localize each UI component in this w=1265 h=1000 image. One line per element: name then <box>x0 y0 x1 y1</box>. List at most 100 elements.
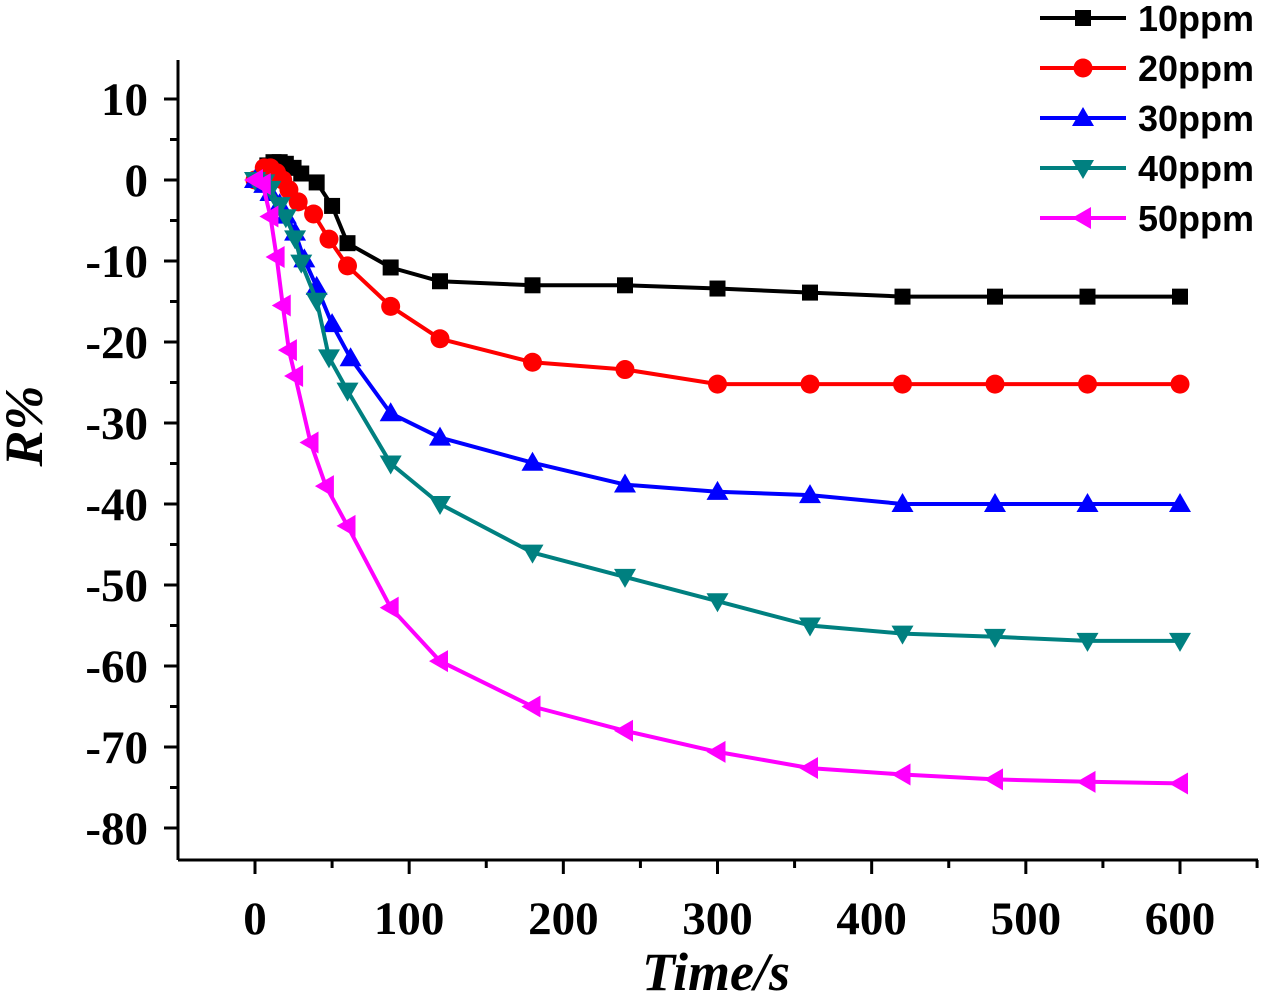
data-point <box>891 625 914 645</box>
data-point <box>1169 493 1191 512</box>
data-point <box>987 288 1003 305</box>
data-point <box>1076 632 1099 652</box>
data-point <box>324 197 341 214</box>
data-point <box>524 277 541 294</box>
legend-label: 50ppm <box>1138 198 1254 239</box>
series-line <box>254 178 1180 506</box>
legend-marker <box>1075 10 1091 26</box>
data-point <box>379 455 402 475</box>
data-point <box>379 596 399 619</box>
data-point <box>299 431 319 454</box>
data-point <box>984 493 1006 512</box>
y-tick-label: -40 <box>85 479 148 531</box>
data-point <box>336 382 359 402</box>
data-point <box>304 204 324 224</box>
data-point <box>314 475 334 498</box>
data-point <box>274 209 297 229</box>
data-point <box>290 254 313 274</box>
data-point <box>706 480 729 500</box>
series-line <box>254 178 1181 786</box>
data-point <box>339 235 356 252</box>
data-point <box>614 719 633 742</box>
data-point <box>268 197 291 217</box>
data-point <box>1169 772 1188 795</box>
data-point <box>985 374 1005 394</box>
data-point <box>382 259 399 276</box>
data-point <box>1079 288 1096 305</box>
data-point <box>319 229 339 249</box>
data-point <box>706 593 729 613</box>
axes: 0 100 200 300 400 500 600100-10-20-30-40-50-60… <box>85 60 1259 945</box>
data-point <box>1078 374 1097 394</box>
legend-label: 10ppm <box>1138 0 1254 39</box>
data-point <box>891 763 911 786</box>
data-point <box>802 284 818 301</box>
y-tick-label: 10 <box>101 74 148 126</box>
data-point <box>429 650 448 673</box>
data-point <box>1169 632 1191 652</box>
data-point <box>1170 374 1190 394</box>
series-line <box>253 165 1180 387</box>
data-point <box>318 349 340 369</box>
x-tick-label: 0 <box>243 893 267 945</box>
legend-marker <box>1073 58 1093 78</box>
data-point <box>339 347 362 367</box>
legend-item: 10ppm <box>1040 0 1254 39</box>
legend-label: 40ppm <box>1138 148 1254 189</box>
data-point <box>708 374 727 394</box>
series-50ppm <box>244 169 1188 795</box>
data-point <box>430 329 450 349</box>
data-point <box>1076 493 1099 512</box>
x-tick-label: 400 <box>836 893 907 945</box>
legend-marker <box>1072 207 1091 229</box>
y-tick-label: -10 <box>85 236 148 288</box>
data-point <box>284 230 307 250</box>
series-20ppm <box>245 158 1190 394</box>
legend-label: 30ppm <box>1138 98 1254 139</box>
data-point <box>1172 288 1188 305</box>
data-point <box>521 451 544 471</box>
data-point <box>429 496 451 515</box>
data-point <box>305 292 328 312</box>
x-tick-label: 300 <box>682 893 753 945</box>
data-point <box>614 473 636 493</box>
data-point <box>893 374 912 394</box>
data-point <box>271 294 291 317</box>
y-tick-label: -30 <box>85 398 148 450</box>
series-line <box>253 160 1180 299</box>
data-point <box>615 360 635 380</box>
data-point <box>265 245 285 268</box>
y-tick-label: -20 <box>85 317 148 369</box>
legend-item: 50ppm <box>1040 198 1254 239</box>
data-point <box>521 695 541 718</box>
data-point <box>706 740 726 763</box>
data-point <box>321 313 344 333</box>
legend: 10ppm 20ppm 30ppm 40ppm 50ppm <box>1040 0 1254 239</box>
data-point <box>284 365 304 388</box>
data-point <box>259 205 279 228</box>
legend-label: 20ppm <box>1138 48 1254 89</box>
data-point <box>429 426 451 446</box>
data-point <box>799 484 821 504</box>
y-tick-label: -80 <box>85 803 148 855</box>
data-point <box>432 273 448 290</box>
legend-item: 30ppm <box>1040 98 1254 139</box>
x-tick-label: 100 <box>374 893 445 945</box>
data-point <box>984 768 1003 791</box>
plot-area <box>244 154 1191 795</box>
y-tick-label: -60 <box>85 641 148 693</box>
data-point <box>799 617 821 637</box>
y-axis-title: R% <box>0 386 54 468</box>
y-tick-label: 0 <box>125 155 149 207</box>
data-point <box>336 514 356 537</box>
data-point <box>277 339 297 362</box>
data-point <box>799 757 818 780</box>
data-point <box>800 374 820 394</box>
legend-item: 40ppm <box>1040 148 1254 189</box>
data-point <box>1076 770 1096 793</box>
y-tick-label: -50 <box>85 560 148 612</box>
legend-marker <box>1072 160 1094 179</box>
series-40ppm <box>244 172 1191 652</box>
data-point <box>288 192 308 212</box>
